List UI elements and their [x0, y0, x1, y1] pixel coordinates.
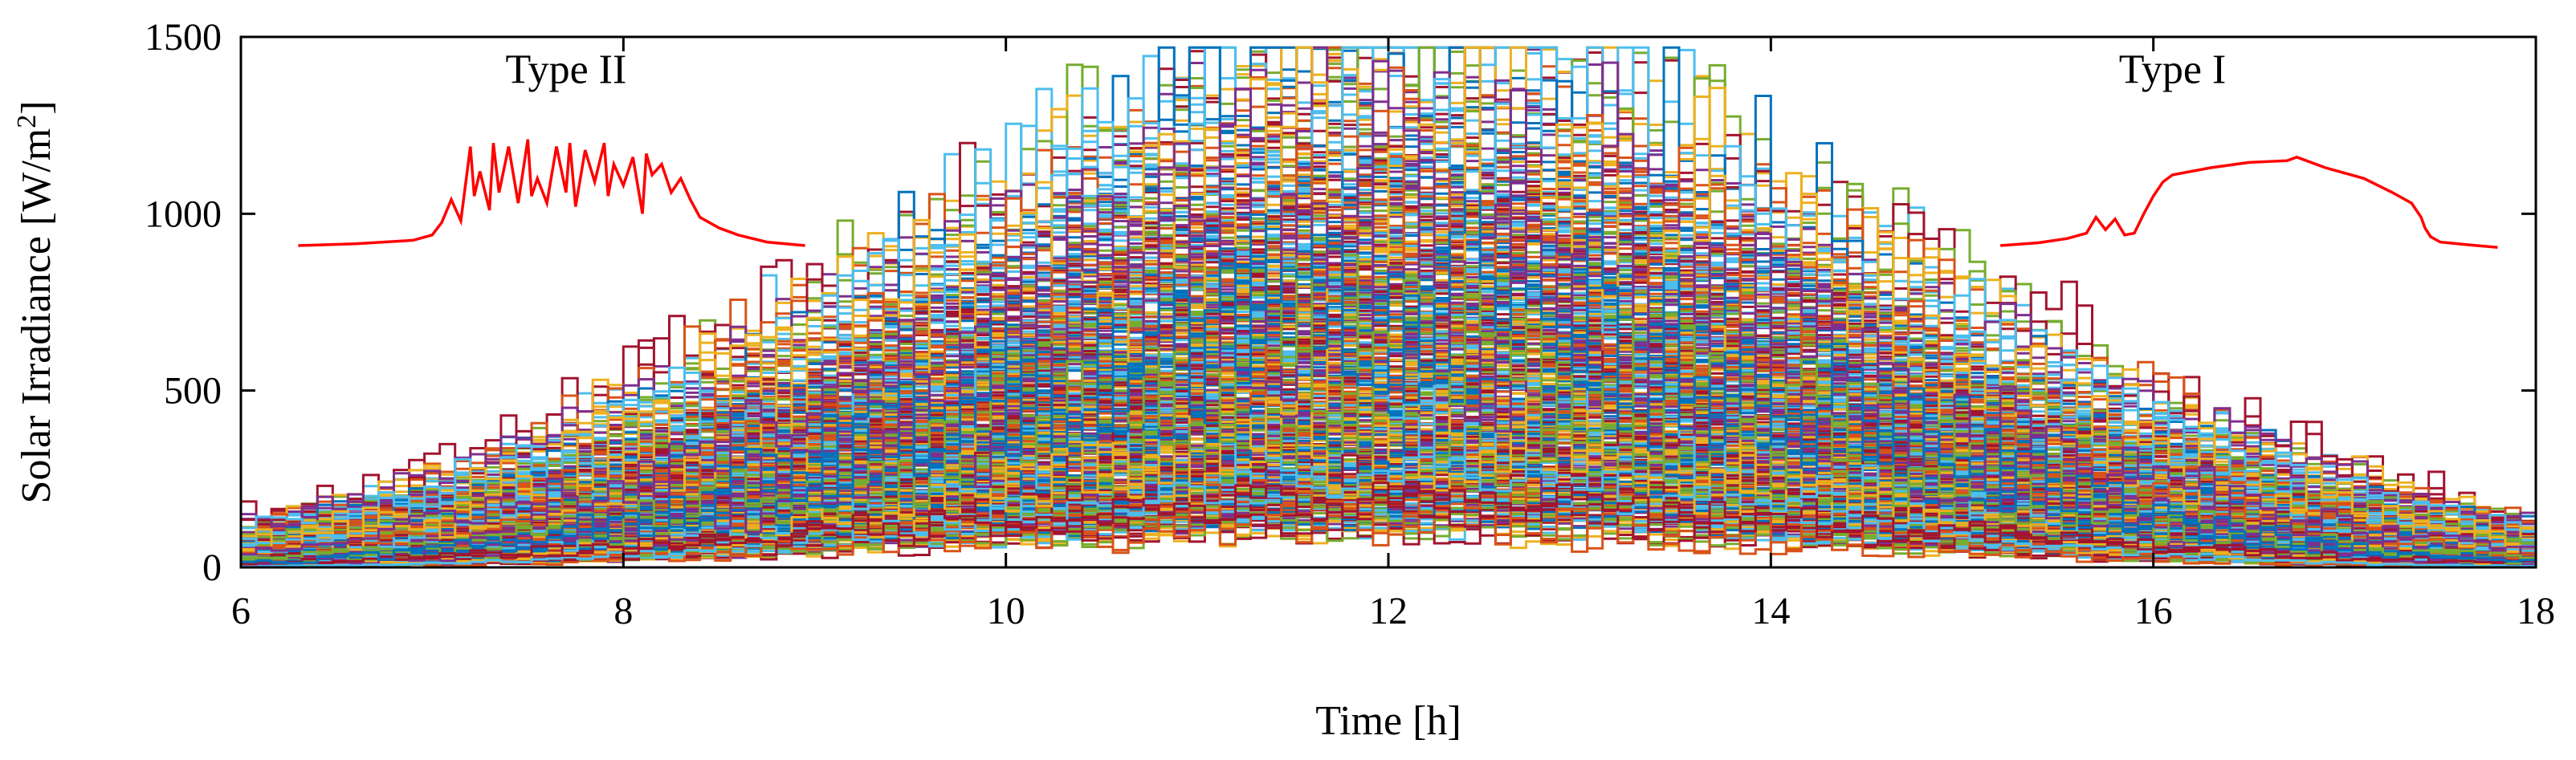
y-tick-label: 0	[202, 547, 222, 589]
x-tick-label: 10	[987, 590, 1025, 632]
x-tick-label: 8	[613, 590, 633, 632]
x-tick-label: 6	[231, 590, 251, 632]
y-axis-label-tail: ]	[14, 100, 59, 114]
y-tick-label: 500	[164, 370, 222, 413]
y-axis-label-main: Solar Irradiance [W/m	[14, 128, 59, 504]
axis-ticks: 6 8 10 12 14 16 18 0 500 1000 1500	[145, 16, 2555, 632]
ensemble-line	[241, 273, 2536, 564]
y-axis-label-superscript: 2	[12, 115, 42, 128]
x-axis-label: Time [h]	[1315, 698, 1461, 744]
series-label-type-ii: Type II	[505, 47, 626, 92]
ensemble-line	[241, 191, 2536, 565]
x-tick-label: 12	[1369, 590, 1408, 632]
series-line-type-i	[1999, 155, 2498, 249]
ensemble-line	[241, 413, 2536, 563]
x-tick-label: 14	[1751, 590, 1790, 632]
y-axis-label: Solar Irradiance [W/m2]	[12, 100, 59, 503]
plot-area: Type II Type I 6 8 10 12 14 16 18 0 500 1000 1500	[145, 16, 2555, 632]
y-tick-label: 1000	[145, 193, 222, 235]
ensemble-line	[241, 159, 2536, 557]
ensemble-line	[241, 46, 2536, 560]
highlighted-series: Type II Type I	[298, 47, 2498, 249]
x-tick-label: 16	[2134, 590, 2173, 632]
y-tick-label: 1500	[145, 16, 222, 59]
ensemble-lines	[241, 46, 2536, 567]
axis-labels: Time [h] Solar Irradiance [W/m2]	[12, 100, 1461, 744]
x-tick-label: 18	[2517, 590, 2555, 632]
ensemble-line	[241, 456, 2536, 567]
series-label-type-i: Type I	[2119, 47, 2227, 92]
series-line-type-ii	[298, 139, 805, 247]
